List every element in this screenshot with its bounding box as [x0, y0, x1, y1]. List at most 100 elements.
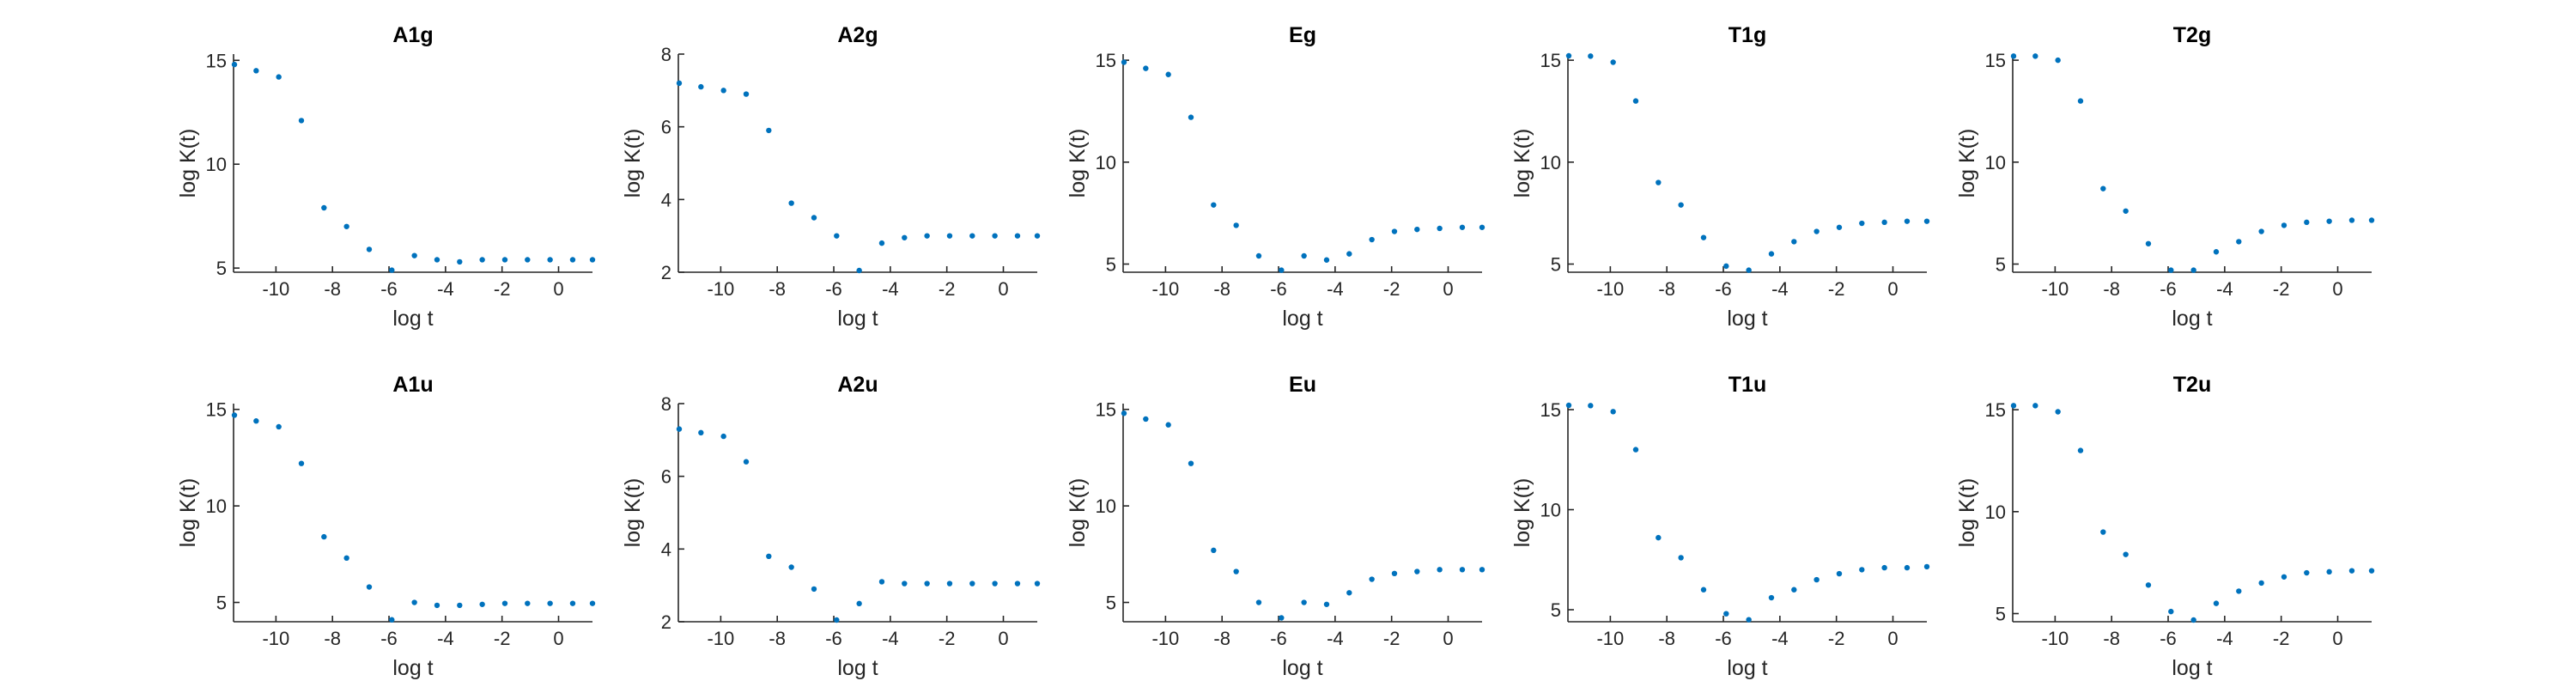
data-point [1479, 224, 1485, 230]
data-point [1723, 611, 1729, 617]
x-tick-label: 0 [553, 628, 563, 649]
x-tick-label: -6 [1270, 278, 1287, 300]
x-tick-label: 0 [1443, 628, 1453, 649]
data-point [569, 600, 576, 606]
data-point [2100, 185, 2106, 192]
y-tick-label: 6 [661, 466, 671, 488]
y-tick-label: 2 [661, 262, 671, 283]
data-point [1632, 98, 1639, 104]
data-point [457, 602, 463, 609]
x-tick-label: -6 [1715, 628, 1732, 649]
data-point [946, 581, 953, 587]
data-point [1279, 267, 1285, 273]
x-axis-label: log t [1282, 656, 1322, 680]
data-point [2368, 217, 2375, 223]
data-point [298, 118, 305, 124]
data-point [1746, 267, 1752, 273]
data-point [1836, 224, 1843, 230]
data-point [2100, 529, 2106, 535]
data-point [276, 423, 282, 430]
data-point [1923, 218, 1930, 224]
panel-a2g: -10 -8 -6 -4 -2 0 2 4 6 8 A2g log t log K(t) [621, 23, 1041, 331]
data-point [2326, 218, 2332, 224]
x-tick-label: -8 [769, 278, 786, 300]
data-point [1255, 252, 1262, 259]
y-tick-label: 10 [1096, 152, 1116, 173]
y-tick-label: 15 [1540, 50, 1561, 71]
x-tick-label: -2 [494, 628, 511, 649]
data-point [501, 257, 508, 263]
data-point [1391, 570, 1398, 577]
x-tick-label: -6 [2160, 278, 2177, 300]
panel-title: Eu [1289, 373, 1316, 397]
data-point [321, 533, 327, 540]
data-point [231, 61, 238, 68]
x-tick-label: -6 [825, 278, 842, 300]
data-point [366, 246, 373, 252]
panel-eg: -10 -8 -6 -4 -2 0 5 10 15 Eg log t log K(t) [1066, 23, 1485, 331]
data-point [1814, 576, 1820, 583]
y-tick-label: 10 [1985, 152, 2006, 173]
data-point [589, 257, 596, 263]
y-axis-label: log K(t) [176, 478, 200, 548]
y-tick-label: 15 [1985, 399, 2006, 421]
data-point [411, 599, 417, 605]
data-point [2304, 569, 2310, 576]
x-tick-label: -6 [1715, 278, 1732, 300]
data-point [434, 602, 440, 609]
panel-a1g: -10 -8 -6 -4 -2 0 5 10 15 A1g log t log K(t) [176, 23, 596, 331]
data-point [1014, 233, 1021, 239]
data-point [411, 252, 417, 258]
y-tick-label: 2 [661, 611, 671, 633]
y-axis-label: log K(t) [1066, 129, 1090, 198]
data-point [969, 581, 975, 587]
y-tick-label: 10 [1096, 495, 1116, 517]
x-tick-label: -10 [262, 278, 289, 300]
x-tick-label: -2 [939, 628, 956, 649]
data-point [1814, 228, 1820, 234]
x-axis-label: log t [837, 656, 878, 680]
data-point [2368, 568, 2375, 574]
data-point [878, 240, 885, 246]
data-point [2032, 403, 2038, 409]
x-tick-label: -4 [1327, 278, 1344, 300]
panel-a2u: -10 -8 -6 -4 -2 0 2 4 6 8 A2u log t log K(t) [621, 373, 1041, 680]
x-tick-label: -2 [1828, 628, 1845, 649]
x-tick-label: -10 [2041, 278, 2069, 300]
x-tick-label: -8 [1213, 628, 1230, 649]
panel-title: A2g [837, 23, 878, 47]
data-point [1437, 567, 1443, 573]
panel-title: T1g [1728, 23, 1766, 47]
x-tick-label: -2 [1828, 278, 1845, 300]
data-point [1143, 65, 1149, 71]
y-tick-label: 5 [1996, 254, 2006, 276]
panel-eu: -10 -8 -6 -4 -2 0 5 10 15 Eu log t log K(t) [1066, 373, 1485, 680]
data-point [924, 233, 930, 239]
data-point [1610, 59, 1616, 65]
x-tick-label: -2 [1383, 628, 1400, 649]
y-axis-label: log K(t) [1955, 478, 1979, 548]
x-tick-label: 0 [1887, 628, 1898, 649]
data-point [1768, 594, 1775, 601]
data-point [1279, 615, 1285, 621]
data-point [1369, 236, 1375, 243]
data-point [2190, 617, 2196, 623]
data-point [676, 426, 683, 432]
data-point [2258, 580, 2264, 587]
data-point [1346, 251, 1352, 257]
data-point [389, 267, 395, 273]
data-point [2145, 240, 2152, 246]
data-point [1255, 599, 1262, 605]
data-point [2190, 267, 2196, 273]
data-point [856, 267, 862, 274]
y-axis-label: log K(t) [621, 478, 645, 548]
data-point [298, 460, 305, 466]
data-point [1700, 587, 1707, 593]
data-point [231, 412, 238, 418]
data-point [1301, 599, 1307, 605]
data-point [1414, 568, 1420, 575]
data-point [1369, 576, 1375, 582]
data-point [1346, 590, 1352, 596]
y-tick-label: 5 [1551, 599, 1561, 621]
data-point [720, 433, 726, 440]
